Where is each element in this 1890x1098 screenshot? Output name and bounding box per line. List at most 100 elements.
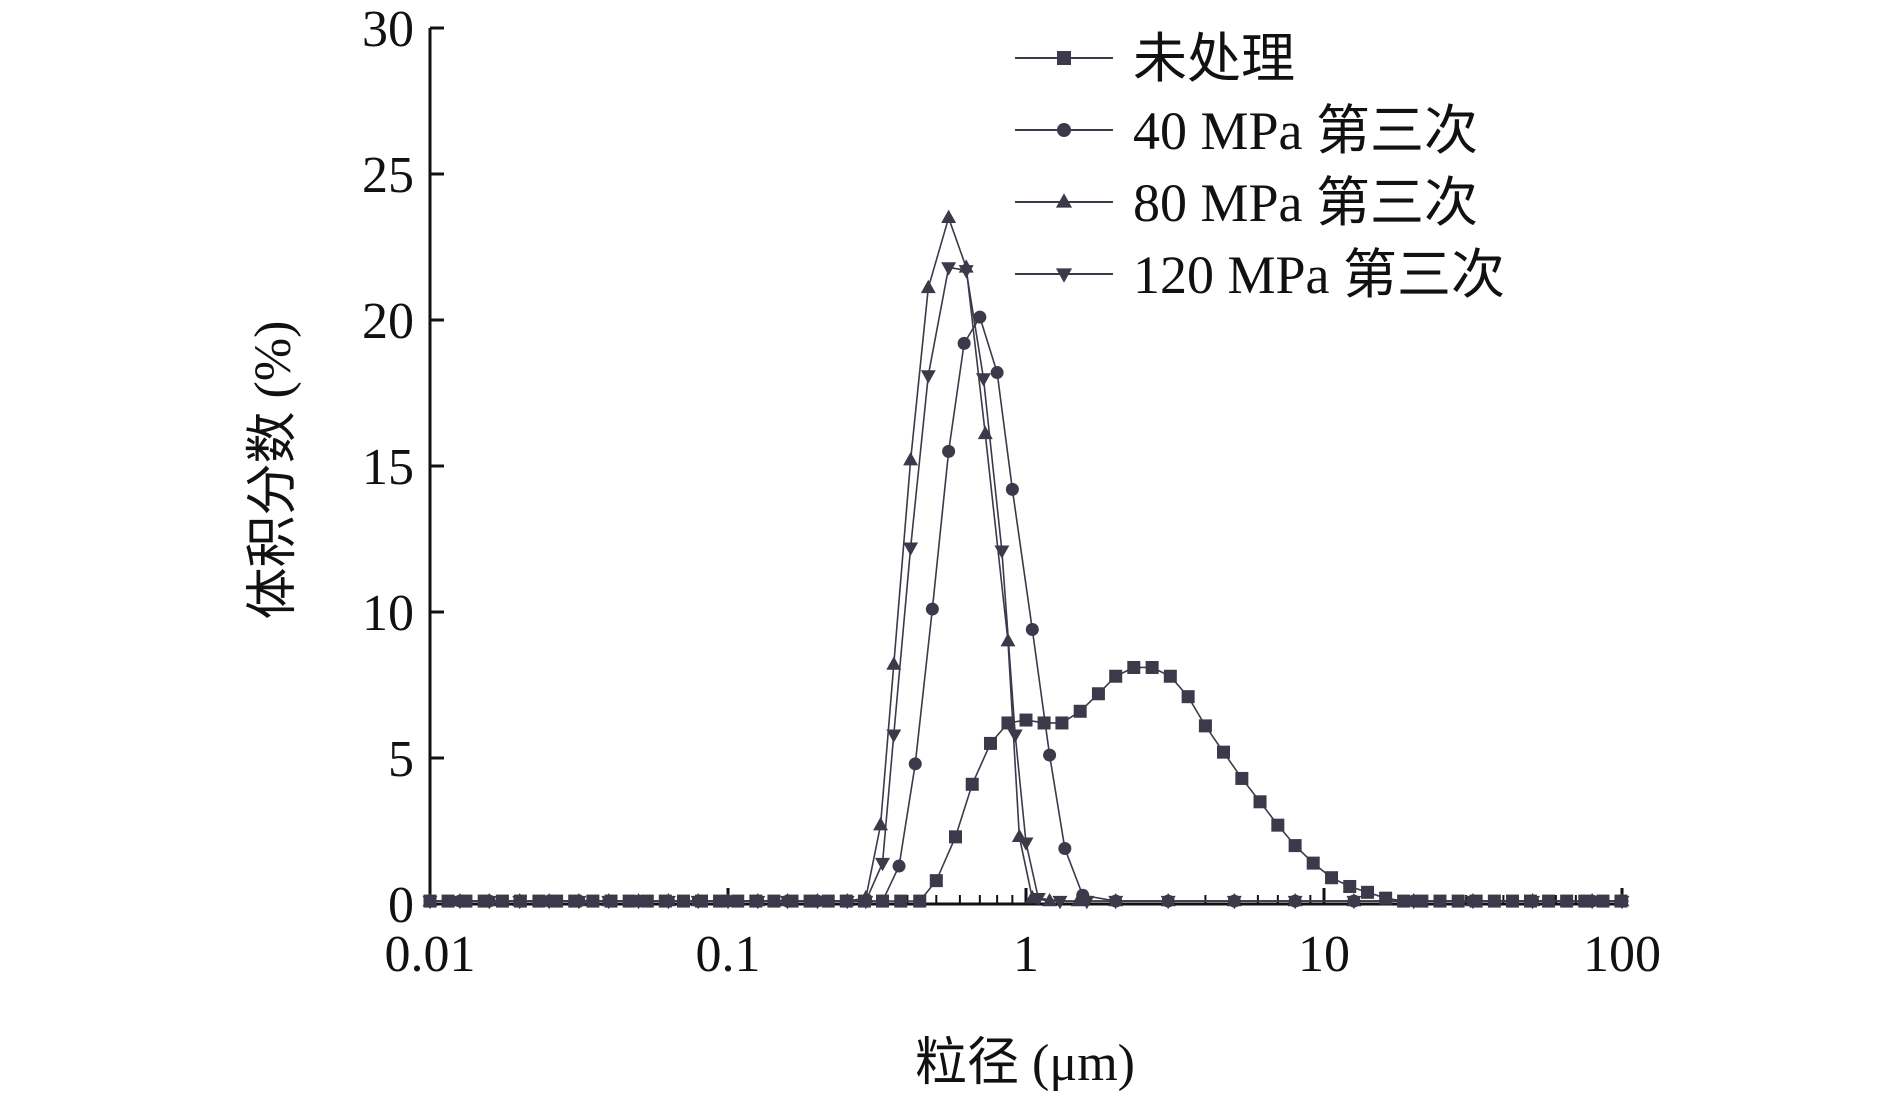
- marker-square: [1055, 716, 1069, 730]
- marker-circle: [925, 602, 939, 616]
- marker-triangle-down: [1525, 895, 1541, 910]
- y-tick-label: 20: [362, 293, 414, 350]
- marker-square: [1073, 704, 1087, 718]
- marker-triangle-up: [920, 279, 936, 294]
- marker-square: [1181, 690, 1195, 704]
- marker-triangle-down: [920, 370, 936, 384]
- marker-triangle-up: [886, 656, 902, 670]
- marker-square: [929, 874, 943, 888]
- legend-label: 未处理: [1133, 29, 1295, 89]
- marker-triangle-down: [750, 895, 766, 910]
- marker-square: [1288, 839, 1302, 853]
- x-tick-label: 100: [1583, 926, 1661, 983]
- marker-circle: [876, 894, 890, 908]
- marker-triangle-down: [1030, 892, 1046, 907]
- legend-label: 120 MPa 第三次: [1133, 245, 1505, 305]
- legend-label: 40 MPa 第三次: [1133, 101, 1478, 161]
- x-tick-label: 10: [1298, 926, 1350, 983]
- marker-triangle-down: [858, 895, 874, 910]
- marker-triangle-up: [1071, 892, 1086, 907]
- marker-triangle-down: [1055, 268, 1073, 283]
- series-line: [430, 315, 1622, 902]
- marker-square: [1163, 669, 1177, 683]
- marker-square: [1253, 795, 1267, 809]
- marker-triangle-down: [1465, 895, 1481, 910]
- marker-circle: [1057, 123, 1071, 137]
- marker-square: [1361, 885, 1375, 899]
- marker-triangle-down: [958, 265, 974, 279]
- marker-triangle-down: [1108, 895, 1124, 910]
- marker-square: [1343, 879, 1357, 893]
- marker-triangle-down: [1007, 729, 1023, 743]
- marker-triangle-down: [1052, 895, 1068, 910]
- marker-triangle-up: [941, 209, 957, 223]
- marker-circle: [990, 366, 1004, 380]
- marker-triangle-down: [875, 857, 890, 872]
- marker-triangle-down: [1160, 895, 1176, 910]
- marker-triangle-down: [903, 542, 919, 556]
- legend-item: 未处理: [1015, 29, 1295, 89]
- y-tick-label: 0: [388, 877, 414, 934]
- marker-circle: [1005, 482, 1019, 496]
- y-tick-label: 25: [362, 147, 414, 204]
- legend-item: 40 MPa 第三次: [1015, 101, 1478, 161]
- marker-triangle-down: [481, 895, 497, 910]
- marker-triangle-down: [1406, 895, 1422, 910]
- marker-triangle-down: [1614, 895, 1630, 910]
- x-tick-label: 0.1: [696, 926, 761, 983]
- marker-square: [1198, 719, 1212, 733]
- marker-triangle-down: [631, 895, 647, 910]
- marker-square: [965, 777, 979, 791]
- y-tick-label: 10: [362, 585, 414, 642]
- marker-triangle-down: [541, 895, 557, 910]
- marker-square: [1057, 51, 1071, 65]
- marker-triangle-down: [720, 895, 736, 910]
- marker-square: [1217, 745, 1231, 759]
- series-1: [423, 310, 1629, 908]
- marker-triangle-up: [903, 452, 919, 466]
- series-0: [423, 660, 1628, 908]
- marker-triangle-down: [809, 895, 825, 910]
- marker-circle: [957, 336, 971, 350]
- marker-triangle-up: [1055, 193, 1073, 208]
- x-tick-label: 1: [1013, 926, 1039, 983]
- marker-triangle-down: [1226, 895, 1242, 910]
- marker-triangle-down: [452, 895, 468, 910]
- marker-square: [1325, 871, 1339, 885]
- marker-triangle-down: [780, 895, 796, 910]
- marker-triangle-down: [941, 262, 957, 276]
- marker-square: [1271, 818, 1285, 832]
- marker-triangle-down: [1018, 837, 1034, 851]
- y-tick-label: 30: [362, 1, 414, 58]
- marker-square: [1037, 716, 1051, 730]
- marker-square: [1145, 660, 1159, 674]
- marker-square: [1235, 771, 1249, 785]
- y-tick-label: 15: [362, 439, 414, 496]
- marker-circle: [1025, 623, 1039, 637]
- legend-item: 80 MPa 第三次: [1015, 173, 1478, 233]
- series-3: [422, 262, 1630, 910]
- marker-triangle-down: [660, 895, 676, 910]
- legend-item: 120 MPa 第三次: [1015, 245, 1505, 305]
- marker-square: [913, 894, 927, 908]
- series-line: [430, 215, 1622, 902]
- marker-triangle-down: [601, 895, 617, 910]
- marker-square: [1109, 669, 1123, 683]
- marker-circle: [1058, 842, 1072, 856]
- marker-circle: [973, 310, 987, 324]
- marker-triangle-up: [873, 817, 889, 831]
- marker-triangle-down: [886, 729, 902, 743]
- marker-triangle-down: [1346, 895, 1362, 910]
- marker-square: [1019, 713, 1033, 727]
- marker-square: [983, 736, 997, 750]
- marker-square: [949, 830, 963, 844]
- marker-triangle-down: [512, 895, 528, 910]
- marker-circle: [908, 757, 922, 771]
- marker-triangle-down: [1287, 895, 1303, 910]
- marker-square: [1306, 856, 1320, 870]
- marker-square: [894, 894, 908, 908]
- series-2: [422, 209, 1630, 907]
- marker-square: [1127, 660, 1141, 674]
